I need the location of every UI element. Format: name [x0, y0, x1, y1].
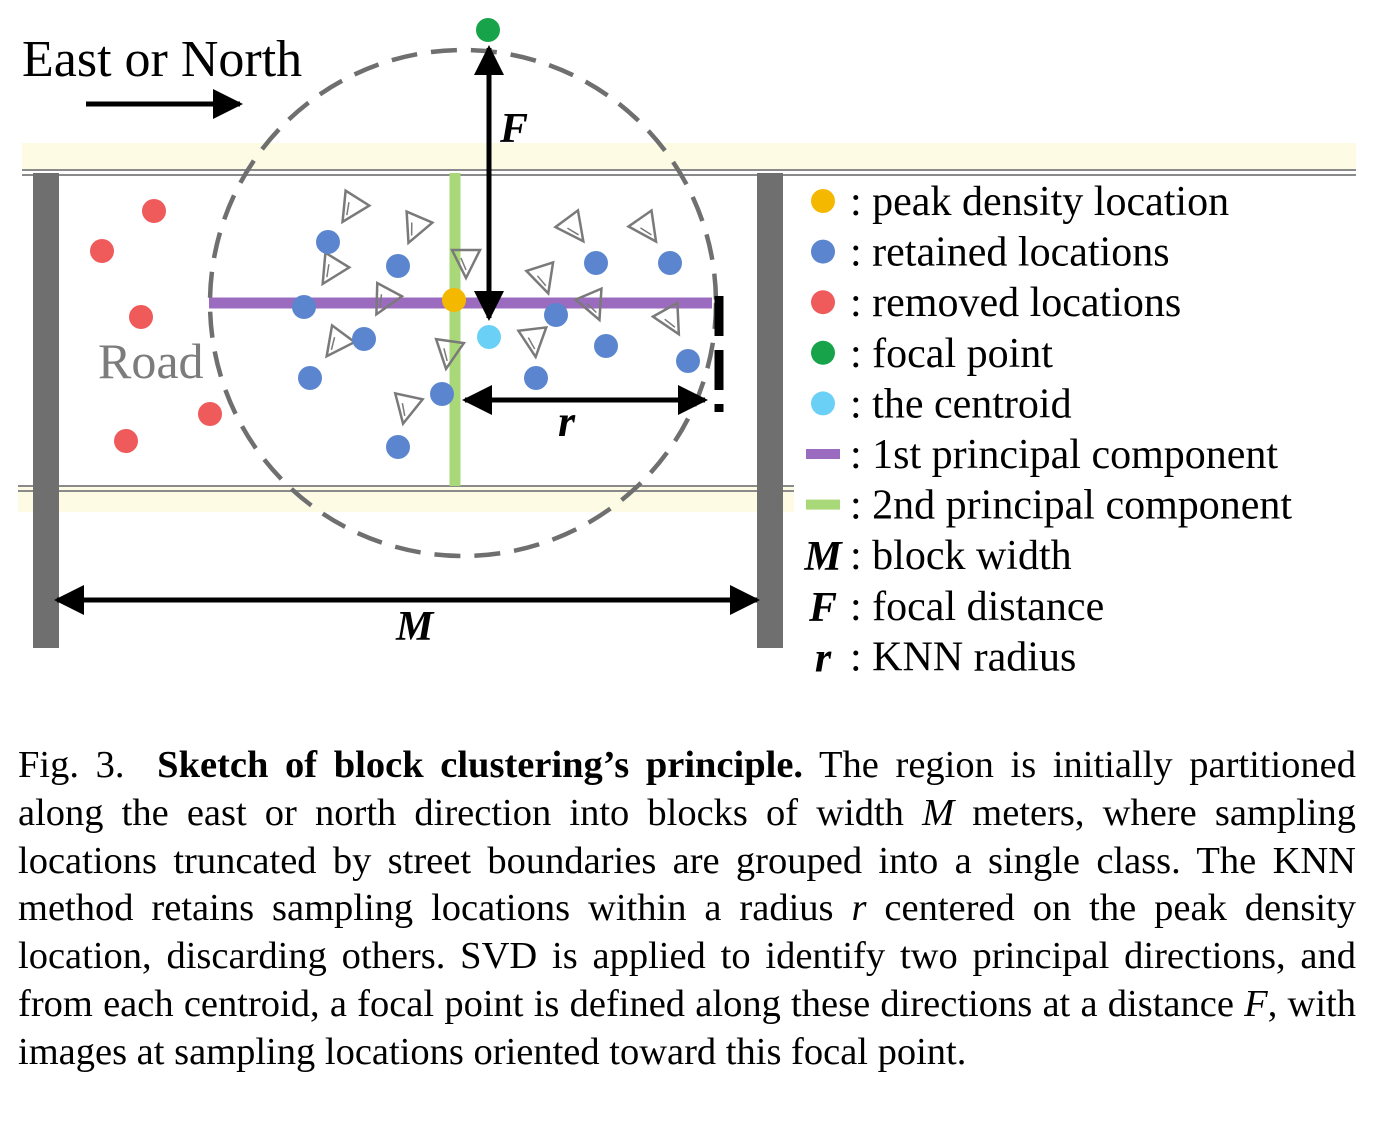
orientation-marker [325, 323, 357, 359]
orientation-marker [405, 209, 435, 246]
legend-symbol: M [803, 534, 843, 580]
removed-location [142, 199, 166, 223]
orientation-marker-inner [326, 264, 330, 278]
legend-label: : KNN radius [850, 634, 1076, 680]
legend-swatch [811, 340, 835, 365]
legend-label: : the centroid [850, 381, 1072, 427]
legend-label: : peak density location [850, 179, 1229, 225]
orientation-marker [321, 250, 352, 287]
orientation-marker-inner [536, 275, 547, 287]
focal-distance-symbol: F [499, 106, 528, 152]
peak-density-location [442, 288, 466, 312]
orientation-marker-inner [567, 227, 579, 236]
orientation-marker [524, 260, 555, 296]
orientation-marker-inner [379, 294, 383, 308]
orientation-marker [573, 286, 603, 323]
street-band-top [22, 143, 1356, 171]
orientation-marker [375, 280, 405, 317]
legend-label: : retained locations [850, 230, 1170, 276]
orientation-markers [321, 188, 681, 427]
legend-label: : focal point [850, 331, 1053, 377]
retained-location [430, 382, 454, 406]
caption-symbol-f: F [1244, 982, 1268, 1025]
road-label: Road [98, 333, 204, 389]
legend-swatch [811, 239, 835, 264]
retained-location [658, 251, 682, 275]
caption-text: , with images at sampling locations orie… [18, 982, 1356, 1073]
orientation-marker-inner [346, 202, 350, 216]
legend-swatch [811, 189, 835, 213]
removed-location [129, 305, 153, 329]
orientation-marker [626, 208, 658, 244]
block-boundary-right [757, 173, 783, 648]
orientation-marker [516, 325, 549, 360]
legend-swatch [811, 290, 835, 315]
legend-symbol: F [808, 585, 837, 631]
legend-label: : 1st principal component [850, 432, 1278, 478]
legend-symbol: r [815, 635, 832, 681]
legend-swatch [806, 499, 840, 510]
centroid [477, 325, 501, 349]
removed-location [198, 402, 222, 426]
orientation-marker-inner [330, 337, 336, 351]
retained-location [524, 366, 548, 390]
retained-location [298, 366, 322, 390]
retained-location [676, 349, 700, 373]
removed-location [90, 239, 114, 263]
orientation-marker [449, 248, 483, 281]
orientation-marker-inner [443, 348, 448, 362]
legend-swatch [806, 449, 840, 459]
legend-label: : removed locations [850, 280, 1181, 326]
legend-swatch [811, 391, 835, 416]
orientation-marker [650, 300, 681, 337]
caption-symbol-r: r [851, 887, 867, 930]
legend-label: : block width [850, 533, 1072, 579]
caption-text: centered on the peak density location, d… [18, 887, 1356, 1025]
removed-location [114, 429, 138, 453]
retained-location [316, 230, 340, 254]
retained-location [292, 295, 316, 319]
retained-location [594, 334, 618, 358]
caption-symbol-m: M [922, 791, 955, 834]
street-band-bottom [18, 486, 794, 512]
caption-label: Fig. 3. [18, 744, 125, 786]
orientation-marker-inner [640, 227, 652, 236]
legend-label: : focal distance [850, 584, 1104, 630]
orientation-marker [553, 208, 585, 244]
retained-location [544, 303, 568, 327]
retained-location [584, 251, 608, 275]
caption-title: Sketch of block clustering’s principle. [157, 744, 804, 786]
knn-radius-symbol: r [558, 397, 576, 446]
focal-point [476, 18, 500, 42]
orientation-marker-inner [586, 302, 597, 314]
retained-location [352, 327, 376, 351]
block-clustering-diagram: East or North Road F r M : peak density … [18, 18, 1356, 681]
retained-location [386, 254, 410, 278]
orientation-marker [341, 188, 372, 225]
retained-location [386, 435, 410, 459]
orientation-marker-inner [664, 318, 676, 328]
block-width-symbol: M [395, 604, 435, 650]
figure-caption: Fig. 3. Sketch of block clustering’s pri… [18, 742, 1356, 1077]
legend: : peak density location : retained locati… [803, 179, 1292, 681]
caption-text: The region is initially partitioned alon… [18, 744, 1357, 834]
orientation-marker [393, 391, 425, 427]
orientation-marker [434, 337, 467, 372]
legend-label: : 2nd principal component [850, 483, 1292, 529]
direction-label: East or North [22, 31, 302, 88]
orientation-marker-inner [527, 337, 536, 350]
caption-text: meters, where sampling locations truncat… [18, 791, 1357, 930]
block-boundary-left [33, 173, 59, 648]
orientation-marker-inner [401, 402, 406, 417]
orientation-marker-inner [460, 257, 467, 271]
